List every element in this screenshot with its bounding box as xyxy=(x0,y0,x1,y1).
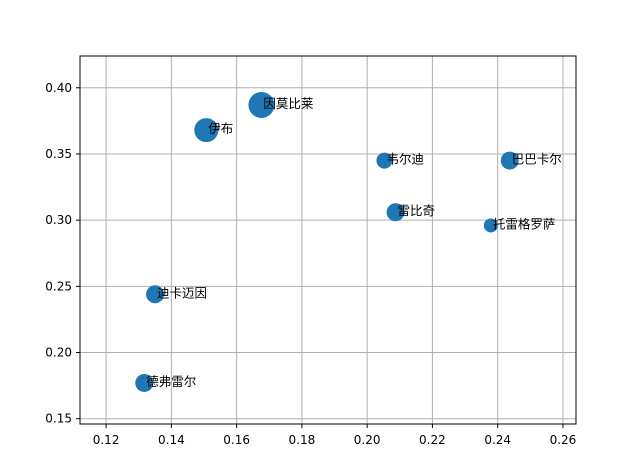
scatter-point xyxy=(500,151,519,170)
scatter-point xyxy=(194,118,219,143)
scatter-point xyxy=(248,91,275,118)
x-tick-label: 0.14 xyxy=(158,433,185,447)
y-tick-label: 0.30 xyxy=(45,213,72,227)
scatter-point xyxy=(386,203,405,222)
x-tick-label: 0.24 xyxy=(484,433,511,447)
axis-ticks: 0.12 0.14 0.16 0.18 0.20 0.22 0.24 0.26 0.15 0.20… xyxy=(45,81,576,447)
x-tick-label: 0.22 xyxy=(419,433,446,447)
scatter-point xyxy=(483,218,498,233)
x-tick-label: 0.26 xyxy=(550,433,577,447)
x-tick-label: 0.12 xyxy=(93,433,120,447)
y-tick-label: 0.25 xyxy=(45,279,72,293)
scatter-point xyxy=(376,152,393,169)
point-label: 德弗雷尔 xyxy=(146,374,196,389)
y-tick-label: 0.35 xyxy=(45,147,72,161)
y-tick-label: 0.40 xyxy=(45,81,72,95)
axes-frame xyxy=(79,55,577,425)
point-label: 雷比奇 xyxy=(398,203,436,218)
point-label: 巴巴卡尔 xyxy=(512,152,562,167)
point-label: 因莫比莱 xyxy=(263,96,313,111)
point-label: 迪卡迈因 xyxy=(157,285,207,300)
point-label: 韦尔迪 xyxy=(386,152,424,167)
point-label: 托雷格罗萨 xyxy=(493,216,556,231)
y-tick-label: 0.15 xyxy=(45,412,72,426)
y-tick-label: 0.20 xyxy=(45,346,72,360)
x-tick-label: 0.16 xyxy=(223,433,250,447)
scatter-point xyxy=(135,373,154,392)
grid-lines xyxy=(80,56,576,424)
scatter-point xyxy=(146,285,165,304)
point-label: 伊布 xyxy=(208,121,233,136)
x-tick-label: 0.20 xyxy=(354,433,381,447)
x-tick-label: 0.18 xyxy=(289,433,316,447)
